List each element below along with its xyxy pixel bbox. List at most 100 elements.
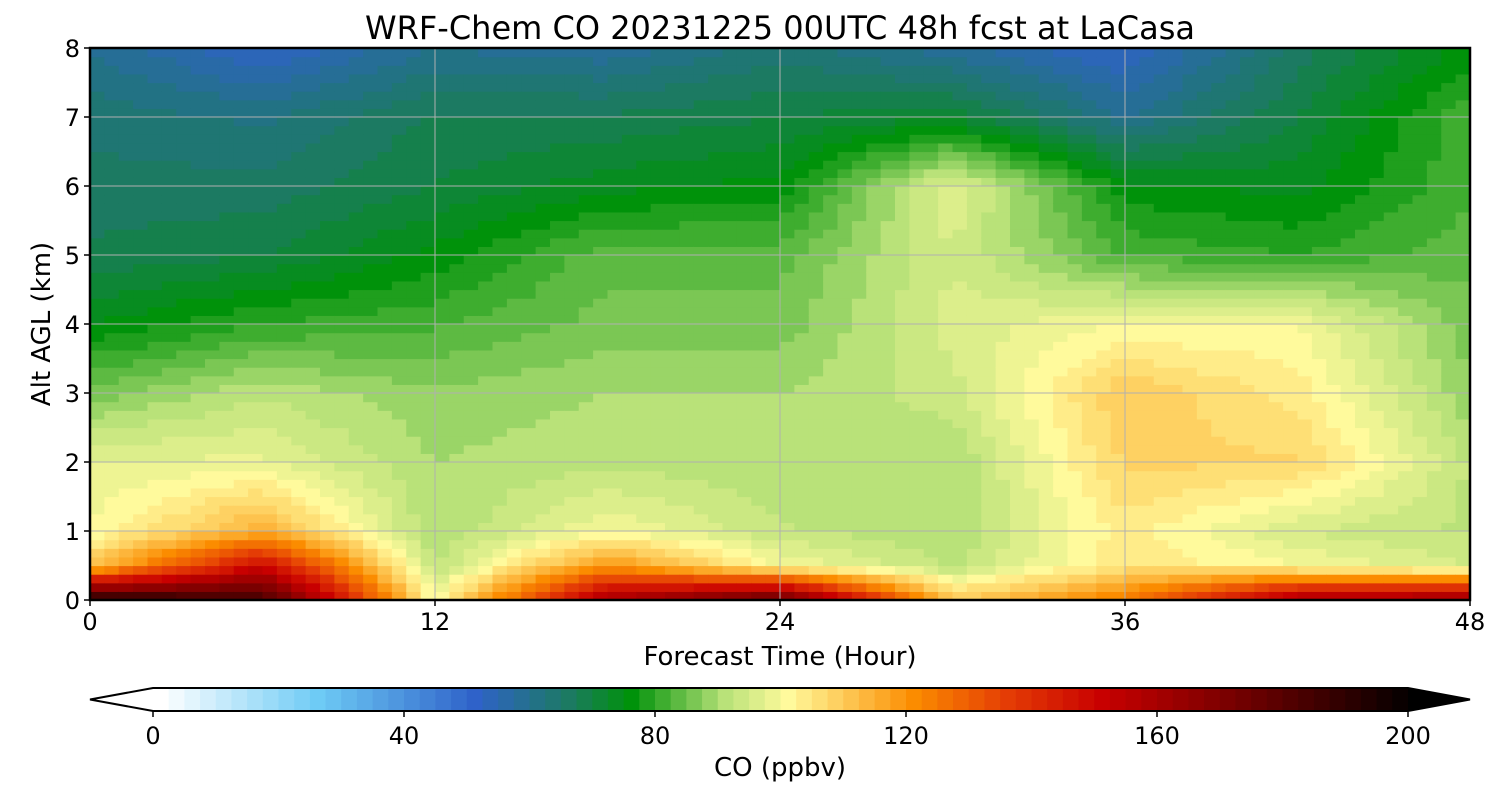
heatmap-cell (693, 272, 709, 282)
heatmap-cell (1038, 436, 1054, 446)
heatmap-cell (233, 479, 249, 489)
heatmap-cell (1010, 556, 1025, 567)
heatmap-cell (952, 324, 968, 334)
heatmap-cell (262, 548, 278, 558)
heatmap-cell (909, 505, 925, 515)
heatmap-cell (952, 539, 968, 549)
heatmap-cell (348, 151, 364, 161)
heatmap-cell (1096, 298, 1112, 308)
heatmap-cell (176, 324, 192, 334)
heatmap-cell (593, 237, 609, 247)
heatmap-cell (334, 427, 350, 437)
heatmap-cell (621, 574, 637, 584)
heatmap-cell (1024, 479, 1040, 489)
heatmap-cell (147, 375, 163, 385)
heatmap-cell (578, 375, 594, 385)
heatmap-cell (449, 306, 465, 316)
heatmap-cell (1096, 462, 1112, 472)
heatmap-cell (133, 263, 149, 273)
heatmap-cell (1125, 487, 1140, 498)
heatmap-cell (276, 280, 292, 291)
heatmap-cell (636, 151, 652, 161)
heatmap-cell (205, 453, 220, 463)
heatmap-cell (377, 211, 393, 222)
heatmap-cell (435, 349, 450, 360)
heatmap-cell (248, 186, 264, 196)
heatmap-cell (1139, 108, 1155, 118)
heatmap-cell (1067, 470, 1083, 480)
heatmap-cell (118, 401, 134, 411)
heatmap-cell (262, 358, 278, 368)
heatmap-cell (1168, 108, 1184, 118)
heatmap-cell (708, 384, 724, 394)
heatmap-cell (636, 384, 652, 394)
heatmap-cell (736, 194, 752, 204)
heatmap-cell (348, 436, 364, 446)
heatmap-cell (176, 298, 192, 308)
heatmap-cell (780, 367, 795, 377)
heatmap-cell (1096, 349, 1112, 360)
heatmap-cell (952, 522, 968, 532)
heatmap-cell (1110, 315, 1126, 325)
heatmap-cell (478, 453, 494, 463)
heatmap-cell (190, 280, 206, 291)
heatmap-cell (636, 531, 652, 541)
heatmap-cell (147, 574, 163, 584)
heatmap-cell (176, 203, 192, 213)
heatmap-cell (665, 349, 680, 360)
heatmap-cell (506, 349, 522, 360)
heatmap-cell (765, 203, 781, 213)
heatmap-cell (420, 315, 436, 325)
heatmap-cell (1110, 522, 1126, 532)
heatmap-cell (1168, 315, 1184, 325)
heatmap-cell (837, 289, 853, 299)
heatmap-cell (851, 531, 867, 541)
heatmap-cell (161, 496, 177, 506)
heatmap-cell (866, 349, 882, 360)
heatmap-cell (478, 513, 494, 523)
heatmap-cell (851, 574, 867, 584)
heatmap-cell (492, 229, 508, 239)
heatmap-cell (363, 384, 379, 394)
heatmap-cell (161, 487, 177, 498)
heatmap-cell (837, 151, 853, 161)
heatmap-cell (104, 574, 120, 584)
heatmap-cell (751, 263, 767, 273)
heatmap-cell (880, 203, 896, 213)
heatmap-cell (650, 177, 666, 187)
heatmap-cell (621, 246, 637, 256)
heatmap-cell (248, 177, 264, 187)
heatmap-cell (693, 289, 709, 299)
heatmap-cell (90, 56, 105, 66)
heatmap-cell (276, 565, 292, 575)
heatmap-cell (377, 263, 393, 273)
heatmap-cell (291, 117, 307, 127)
heatmap-cell (621, 220, 637, 230)
heatmap-cell (478, 280, 494, 291)
heatmap-cell (521, 591, 537, 600)
heatmap-cell (607, 237, 623, 247)
heatmap-cell (320, 418, 335, 429)
heatmap-cell (751, 194, 767, 204)
heatmap-cell (708, 487, 724, 498)
heatmap-cell (1168, 177, 1184, 187)
heatmap-cell (866, 220, 882, 230)
heatmap-cell (435, 444, 450, 454)
heatmap-cell (578, 367, 594, 377)
heatmap-cell (722, 487, 738, 498)
heatmap-cell (636, 289, 652, 299)
heatmap-cell (736, 125, 752, 135)
heatmap-cell (794, 470, 810, 480)
heatmap-cell (391, 427, 407, 437)
heatmap-cell (851, 496, 867, 506)
heatmap-cell (550, 289, 565, 299)
heatmap-cell (320, 211, 335, 222)
heatmap-cell (607, 582, 623, 592)
heatmap-cell (736, 410, 752, 420)
heatmap-cell (1139, 539, 1155, 549)
heatmap-cell (463, 125, 479, 135)
heatmap-cell (176, 211, 192, 222)
heatmap-cell (880, 272, 896, 282)
heatmap-cell (607, 142, 623, 153)
heatmap-cell (1081, 99, 1097, 109)
